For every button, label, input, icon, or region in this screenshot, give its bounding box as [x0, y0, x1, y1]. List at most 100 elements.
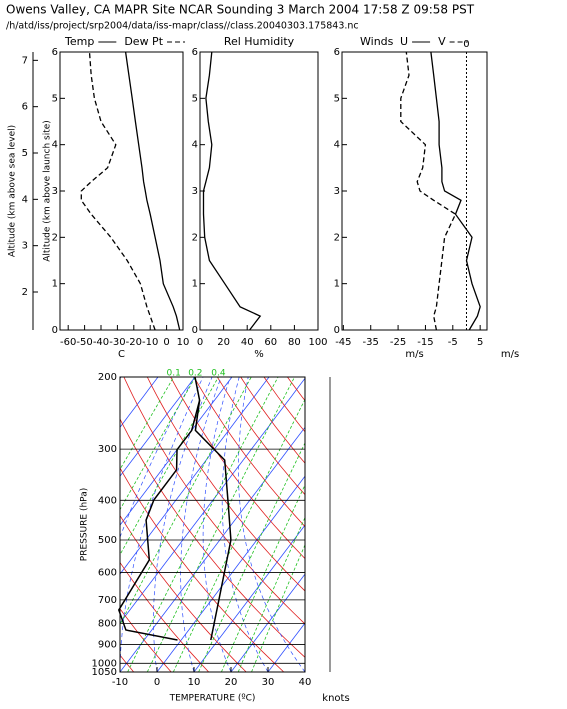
y-tick-label: 1000 — [92, 658, 117, 669]
x-tick-label: -20 — [126, 337, 142, 348]
isotherm — [0, 377, 10, 672]
x-tick-label: 0 — [154, 677, 160, 688]
dry-adiabat — [120, 561, 209, 672]
panel-title: Winds — [360, 35, 394, 48]
y-tick-label: 3 — [52, 186, 58, 197]
x-tick-label: 10 — [177, 337, 190, 348]
y2-tick-label: 7 — [22, 55, 28, 66]
skewt-background — [0, 377, 567, 672]
mixing-ratio-line — [120, 377, 252, 626]
y2-tick-label: 2 — [22, 287, 28, 298]
isotherm — [120, 377, 159, 428]
y-tick-label: 5 — [192, 93, 198, 104]
y-tick-label: 200 — [98, 372, 117, 383]
mixing-ratio-label: 0.1 — [167, 369, 181, 379]
y-tick-label: 300 — [98, 444, 117, 455]
x-tick-label: -10 — [142, 337, 158, 348]
mixing-ratio-line — [172, 398, 305, 672]
title: Owens Valley, CA MAPR Site NCAR Sounding… — [6, 3, 475, 17]
x-tick-label: 10 — [188, 677, 201, 688]
x-tick-label: 80 — [288, 337, 301, 348]
dry-adiabat — [263, 377, 305, 433]
subtitle: /h/atd/iss/project/srp2004/data/iss-mapr… — [6, 21, 359, 32]
y-tick-label: 1 — [192, 279, 198, 290]
y-tick-label: 400 — [98, 495, 117, 506]
y-tick-label: 5 — [52, 93, 58, 104]
moist-adiabat — [221, 377, 269, 672]
isotherm — [267, 622, 305, 672]
dry-adiabat — [287, 377, 305, 402]
mixing-ratio-line — [120, 377, 219, 556]
x-tick-label: 0 — [163, 337, 169, 348]
plot-frame — [119, 376, 306, 673]
mixing-ratio-line — [237, 516, 305, 672]
plot-frame — [341, 51, 488, 331]
x-tick-label: -25 — [390, 337, 406, 348]
dry-adiabat — [357, 377, 567, 672]
y2-tick-label: 6 — [22, 102, 28, 113]
isotherm — [230, 573, 305, 672]
y-tick-label: 0 — [192, 325, 198, 336]
y-tick-label: 5 — [334, 93, 340, 104]
x-axis-label: TEMPERATURE (ºC) — [169, 694, 256, 704]
dry-adiabat — [120, 467, 285, 672]
isotherm — [342, 377, 565, 672]
x-tick-label: -50 — [76, 337, 92, 348]
profile-line — [124, 51, 181, 331]
mixing-ratio-label: 0.2 — [188, 369, 202, 379]
legend-label: Temp — [64, 35, 94, 48]
y2-tick-label: 5 — [22, 148, 28, 159]
dry-adiabat — [146, 377, 305, 592]
y-tick-label: 4 — [52, 140, 58, 151]
isotherm — [120, 377, 270, 575]
x-tick-label: 60 — [264, 337, 277, 348]
y-tick-label: 700 — [98, 595, 117, 606]
x-tick-label: 20 — [217, 337, 230, 348]
x-tick-label: 0 — [197, 337, 203, 348]
y-tick-label: 3 — [192, 186, 198, 197]
dry-adiabat — [120, 608, 172, 672]
barb-unit-label: m/s — [501, 349, 519, 360]
y-tick-label: 6 — [52, 47, 58, 58]
barb-unit-label: knots — [322, 693, 349, 704]
y-tick-label: 0 — [52, 325, 58, 336]
isotherm — [193, 524, 305, 672]
isotherm — [304, 671, 305, 672]
isotherm — [156, 475, 305, 672]
sounding-line — [117, 400, 201, 641]
x-axis-label: % — [254, 349, 264, 360]
moist-adiabat — [120, 377, 195, 539]
x-tick-label: 40 — [299, 677, 312, 688]
y-tick-label: 500 — [98, 535, 117, 546]
mixing-ratio-label: 0.4 — [211, 369, 226, 379]
profile-line — [202, 51, 262, 331]
mixing-ratio-line — [127, 377, 279, 672]
x-tick-label: 40 — [241, 337, 254, 348]
dry-adiabat — [120, 418, 305, 658]
y-tick-label: 1 — [334, 279, 340, 290]
y2-tick-label: 3 — [22, 241, 28, 252]
x-tick-label: -60 — [60, 337, 76, 348]
y-tick-label: 600 — [98, 567, 117, 578]
x-tick-label: -10 — [112, 677, 128, 688]
mixing-ratio-line — [120, 377, 175, 471]
x-tick-label: 5 — [477, 337, 483, 348]
y-tick-label: 6 — [334, 47, 340, 58]
y-tick-label: 4 — [334, 140, 340, 151]
y-tick-label: 1050 — [92, 667, 117, 678]
x-axis-label: C — [118, 349, 125, 360]
x-tick-label: -15 — [417, 337, 433, 348]
x-axis-label: m/s — [405, 349, 423, 360]
dry-adiabat — [170, 377, 305, 560]
plot-frame — [199, 51, 319, 331]
y-tick-label: 3 — [334, 186, 340, 197]
x-tick-label: -30 — [109, 337, 125, 348]
isotherm — [0, 377, 47, 672]
zero-label: 0 — [463, 39, 469, 50]
dry-adiabat — [123, 377, 305, 625]
mixing-ratio-line — [251, 543, 305, 672]
x-tick-label: -45 — [335, 337, 351, 348]
legend-label: U — [400, 35, 408, 48]
y-axis-label: PRESSURE (hPa) — [80, 488, 90, 561]
isotherm — [0, 377, 84, 672]
